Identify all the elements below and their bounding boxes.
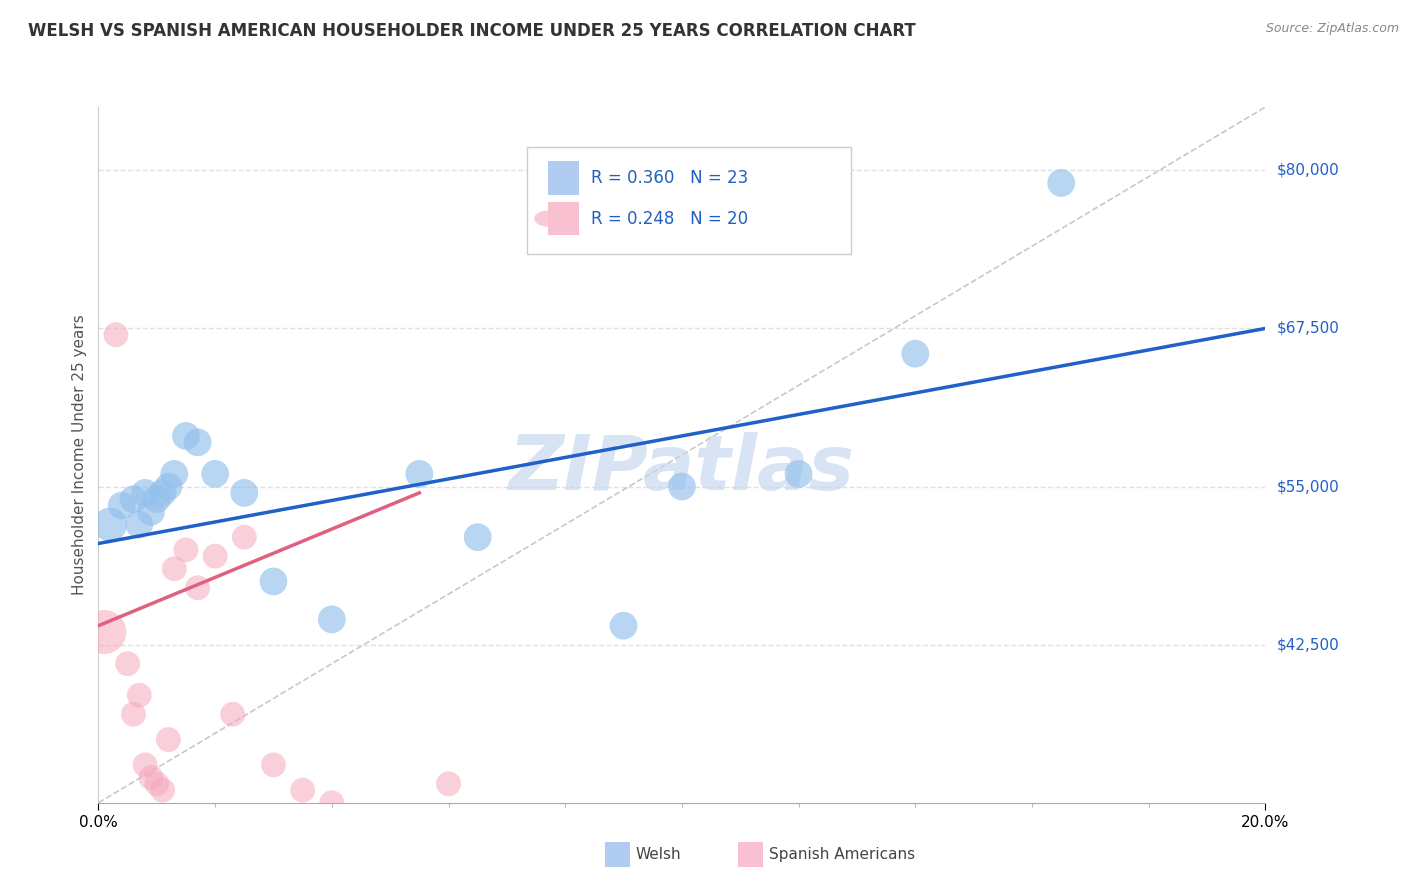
Point (163, 562, 186, 576)
Point (671, 479, 693, 493)
Text: $67,500: $67,500 (1277, 321, 1340, 336)
Point (437, 777, 460, 791)
Point (98, 517, 121, 532)
Point (152, 783, 174, 797)
Text: $55,000: $55,000 (1277, 479, 1340, 494)
Point (291, 783, 314, 797)
Point (221, 707, 243, 722)
Point (187, 581, 209, 595)
Text: ZIPatlas: ZIPatlas (509, 432, 855, 506)
Y-axis label: Householder Income Under 25 years: Householder Income Under 25 years (72, 315, 87, 595)
Point (321, 612, 343, 626)
Point (157, 479, 180, 493)
Text: $42,500: $42,500 (1277, 637, 1340, 652)
Point (612, 618, 634, 632)
Text: $80,000: $80,000 (1277, 163, 1340, 178)
Text: Welsh: Welsh (636, 847, 681, 862)
Point (104, 327, 127, 342)
Point (134, 757, 156, 772)
Point (111, 499, 134, 513)
Point (233, 486, 256, 500)
Point (467, 530, 489, 544)
Point (117, 657, 139, 671)
Text: R = 0.248   N = 20: R = 0.248 N = 20 (591, 210, 748, 227)
Point (139, 771, 162, 785)
Point (262, 757, 284, 772)
Point (408, 467, 430, 481)
Point (204, 549, 226, 563)
Text: WELSH VS SPANISH AMERICAN HOUSEHOLDER INCOME UNDER 25 YEARS CORRELATION CHART: WELSH VS SPANISH AMERICAN HOUSEHOLDER IN… (28, 22, 915, 40)
Text: Source: ZipAtlas.com: Source: ZipAtlas.com (1265, 22, 1399, 36)
Point (163, 467, 186, 481)
Point (904, 347, 927, 361)
Point (174, 429, 197, 443)
Point (152, 486, 174, 500)
Point (157, 732, 180, 747)
Point (321, 796, 343, 810)
Point (174, 542, 197, 557)
Point (262, 574, 284, 589)
Point (187, 435, 209, 450)
Point (787, 467, 810, 481)
Point (128, 517, 150, 532)
Point (93, 625, 115, 640)
Point (122, 707, 145, 722)
Point (146, 777, 169, 791)
Text: Spanish Americans: Spanish Americans (769, 847, 915, 862)
Text: R = 0.360   N = 23: R = 0.360 N = 23 (591, 169, 748, 187)
Point (1050, 176, 1073, 190)
Point (128, 688, 150, 702)
Point (204, 467, 226, 481)
Point (134, 486, 156, 500)
Point (146, 492, 169, 507)
Point (122, 492, 145, 507)
Point (139, 505, 162, 519)
Point (233, 530, 256, 544)
